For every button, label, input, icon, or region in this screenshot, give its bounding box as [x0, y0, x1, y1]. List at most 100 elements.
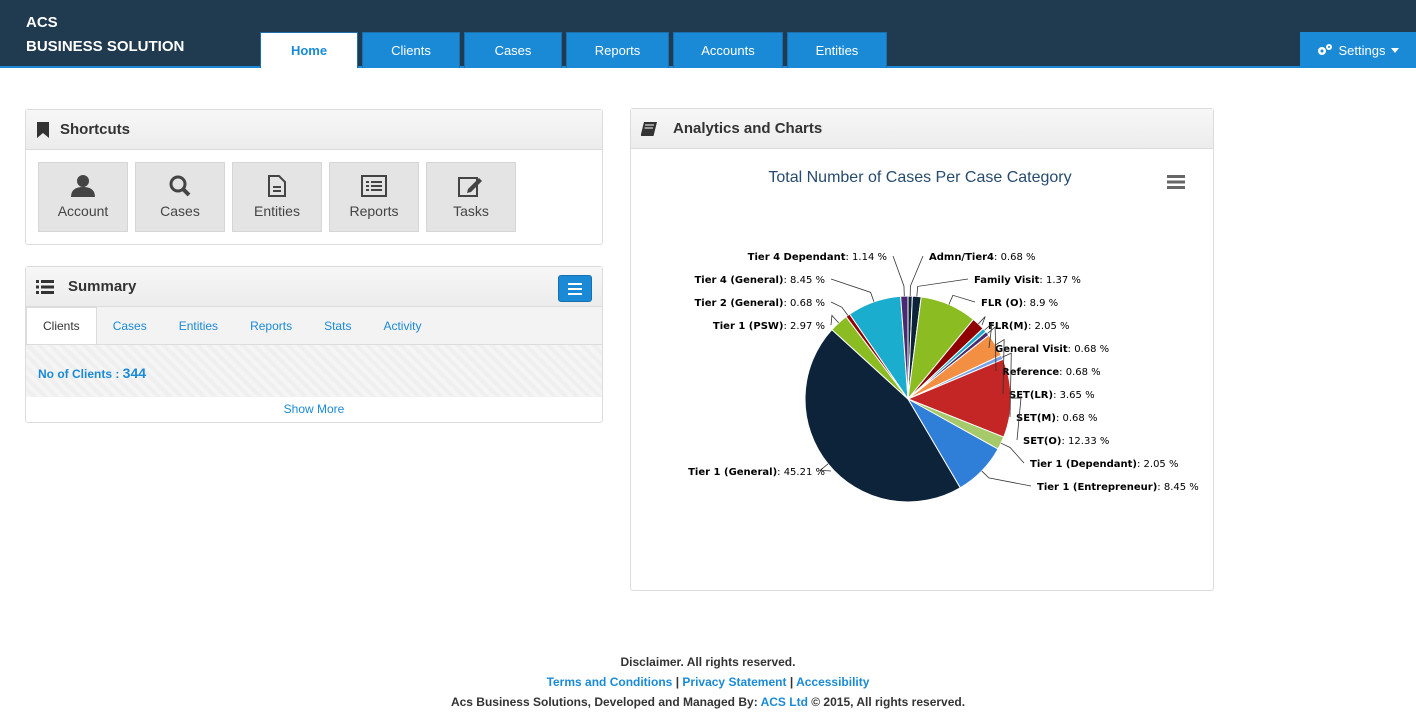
footer-separator: | [789, 675, 794, 689]
pie-label-8: SET(O): 12.33 % [1023, 436, 1109, 447]
credit-prefix: Acs Business Solutions, Developed and Ma… [450, 695, 761, 709]
settings-label: Settings [1338, 42, 1386, 58]
pie-label-4: General Visit: 0.68 % [995, 344, 1109, 355]
top-navbar: ACS BUSINESS SOLUTION Home Clients Cases… [0, 0, 1416, 68]
summary-tab-stats[interactable]: Stats [324, 318, 352, 333]
brand-line-1: ACS [26, 14, 58, 31]
pie-connector-14 [830, 278, 875, 302]
pie-label-3: FLR(M): 2.05 % [988, 321, 1070, 332]
summary-body: No of Clients : 344 [26, 345, 602, 397]
footer-separator: | [675, 675, 680, 689]
shortcut-account-button[interactable]: Account [38, 162, 128, 232]
pie-connector-13 [830, 301, 849, 316]
summary-tab-activity[interactable]: Activity [383, 318, 422, 333]
pie-connector-3 [978, 316, 986, 326]
book-icon [641, 121, 657, 136]
tab-clients[interactable]: Clients [362, 32, 460, 68]
analytics-title: Analytics and Charts [673, 120, 823, 137]
analytics-panel: Analytics and Charts Total Number of Cas… [630, 108, 1214, 591]
tab-cases[interactable]: Cases [464, 32, 562, 68]
shortcut-reports-button[interactable]: Reports [329, 162, 419, 232]
brand-line-2: BUSINESS SOLUTION [26, 38, 185, 55]
pie-label-6: SET(LR): 3.65 % [1009, 390, 1095, 401]
acs-ltd-link[interactable]: ACS Ltd [760, 695, 808, 709]
bookmark-icon [37, 121, 49, 138]
pie-label-0: Admn/Tier4: 0.68 % [929, 252, 1036, 263]
pie-label-10: Tier 1 (Entrepreneur): 8.45 % [1037, 482, 1199, 493]
summary-panel: Summary Clients Cases Entities Reports S… [25, 266, 603, 423]
pie-connector-7 [1001, 352, 1012, 418]
pie-connector-4 [984, 322, 993, 349]
user-icon [71, 175, 95, 197]
footer-links: Terms and Conditions | Privacy Statement… [0, 672, 1416, 692]
summary-header: Summary [26, 267, 602, 307]
pie-connector-10 [981, 470, 1032, 487]
credit-suffix: © 2015, All rights reserved. [807, 695, 966, 709]
summary-tab-entities[interactable]: Entities [178, 318, 219, 333]
shortcut-label: Entities [254, 203, 300, 219]
clients-count-label: No of Clients : [38, 367, 123, 381]
accessibility-link[interactable]: Accessibility [796, 675, 870, 689]
shortcuts-header: Shortcuts [26, 110, 602, 150]
summary-tab-reports[interactable]: Reports [250, 318, 293, 333]
brand-logo[interactable]: ACS BUSINESS SOLUTION [26, 11, 184, 59]
shortcut-label: Cases [160, 203, 200, 219]
summary-menu-button[interactable] [558, 275, 592, 302]
caret-down-icon [1391, 47, 1400, 53]
pie-connector-8 [1010, 397, 1022, 441]
pie-label-1: Family Visit: 1.37 % [974, 275, 1081, 286]
pie-connector-5 [987, 326, 997, 372]
summary-tabs: Clients Cases Entities Reports Stats Act… [26, 307, 602, 345]
shortcut-label: Account [57, 203, 109, 219]
privacy-link[interactable]: Privacy Statement [682, 675, 787, 689]
pie-connector-11 [819, 463, 832, 472]
pie-connector-9 [1000, 442, 1025, 464]
pie-connector-2 [948, 294, 976, 305]
show-more-link[interactable]: Show More [283, 402, 345, 416]
terms-link[interactable]: Terms and Conditions [546, 675, 673, 689]
footer-disclaimer: Disclaimer. All rights reserved. [620, 655, 796, 669]
document-icon [268, 175, 286, 197]
pie-label-9: Tier 1 (Dependant): 2.05 % [1030, 459, 1178, 470]
list-icon [361, 175, 387, 197]
hamburger-icon [568, 282, 582, 285]
shortcut-cases-button[interactable]: Cases [135, 162, 225, 232]
tab-accounts[interactable]: Accounts [673, 32, 783, 68]
shortcuts-panel: Shortcuts Account Cases Entities Reports… [25, 109, 603, 245]
pie-label-2: FLR (O): 8.9 % [981, 298, 1058, 309]
pie-connector-12 [830, 314, 839, 326]
summary-tab-cases[interactable]: Cases [112, 318, 147, 333]
pie-label-11: Tier 1 (General): 45.21 % [688, 467, 825, 478]
main-tabs: Home Clients Cases Reports Accounts Enti… [260, 32, 887, 68]
pie-chart: Admn/Tier4: 0.68 % Family Visit: 1.37 % FL… [688, 252, 1199, 503]
summary-tab-clients[interactable]: Clients [26, 307, 97, 344]
shortcut-label: Reports [349, 203, 399, 219]
pie-connector-15 [892, 255, 905, 297]
pie-connector-6 [995, 338, 1005, 395]
settings-dropdown[interactable]: Settings [1300, 32, 1416, 68]
pie-slice-11[interactable] [804, 328, 961, 503]
list-icon [36, 279, 54, 294]
pie-label-7: SET(M): 0.68 % [1016, 413, 1097, 424]
clients-count-value: 344 [122, 365, 147, 381]
edit-icon [458, 177, 482, 197]
analytics-header: Analytics and Charts [631, 109, 1213, 149]
pie-label-12: Tier 1 (PSW): 2.97 % [713, 321, 825, 332]
pie-label-15: Tier 4 Dependant: 1.14 % [748, 252, 887, 263]
search-icon [169, 175, 191, 197]
tab-home[interactable]: Home [260, 32, 358, 68]
shortcut-entities-button[interactable]: Entities [232, 162, 322, 232]
pie-connector-0 [909, 255, 924, 297]
pie-label-14: Tier 4 (General): 8.45 % [694, 275, 825, 286]
footer-credit: Acs Business Solutions, Developed and Ma… [0, 692, 1416, 712]
chart-menu-icon[interactable] [1167, 175, 1185, 189]
shortcut-tasks-button[interactable]: Tasks [426, 162, 516, 232]
footer: Disclaimer. All rights reserved. Terms a… [0, 652, 1416, 712]
pie-connector-1 [916, 278, 969, 297]
chart-title: Total Number of Cases Per Case Category [768, 169, 1072, 186]
tab-reports[interactable]: Reports [566, 32, 669, 68]
gears-icon [1317, 44, 1332, 55]
tab-entities[interactable]: Entities [787, 32, 887, 68]
shortcut-label: Tasks [453, 203, 489, 219]
pie-label-13: Tier 2 (General): 0.68 % [694, 298, 825, 309]
